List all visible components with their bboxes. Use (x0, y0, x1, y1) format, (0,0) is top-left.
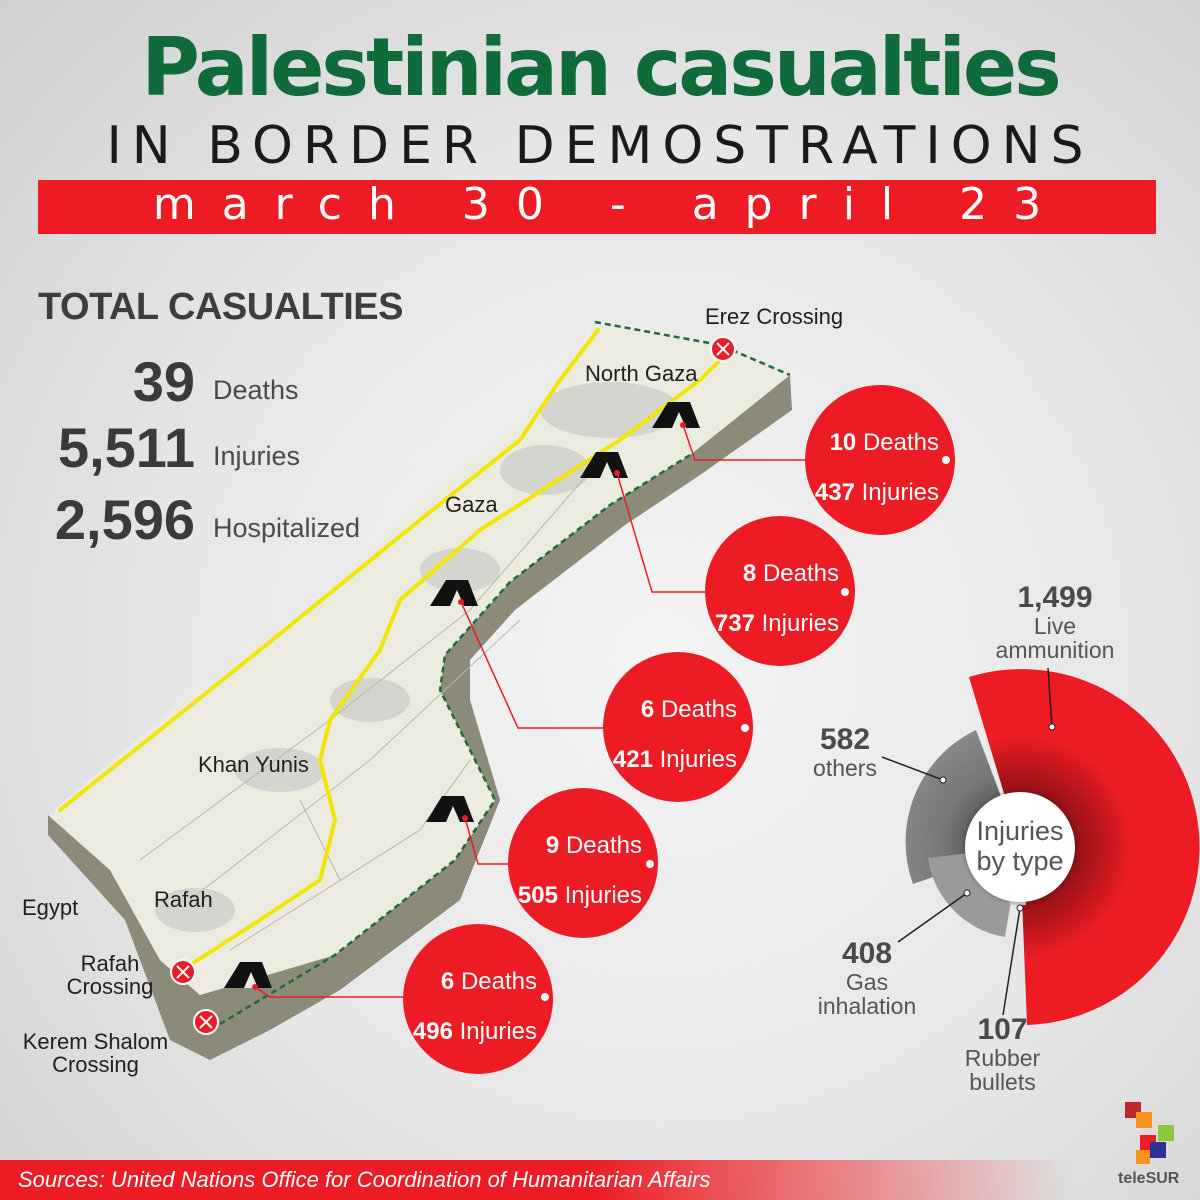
site-injuries: 505 Injuries (517, 882, 642, 909)
telesur-brand: teleSUR (1118, 1170, 1180, 1187)
stat-deaths: 39 Deaths (0, 346, 360, 410)
stat-deaths-value: 39 (132, 350, 195, 413)
site-badge-north-gaza: 10 Deaths 437 Injuries (805, 385, 955, 535)
stat-deaths-label: Deaths (213, 375, 299, 405)
main-title: Palestinian casualties (141, 21, 1062, 114)
site-injuries: 421 Injuries (612, 746, 737, 773)
site-injuries: 737 Injuries (714, 610, 839, 637)
tent-icon (224, 962, 272, 988)
site-deaths: 9 Deaths (545, 832, 642, 859)
label-rafah-crossing: Rafah Crossing (66, 951, 154, 1000)
label-north-gaza: North Gaza (585, 361, 698, 386)
site-badge-gaza: 8 Deaths 737 Injuries (705, 516, 855, 666)
stat-injuries-value: 5,511 (57, 416, 195, 479)
label-gaza: Gaza (445, 492, 498, 517)
site-deaths: 8 Deaths (742, 560, 839, 587)
stat-hospitalized: 2,596 Hospitalized (0, 484, 360, 548)
source-footer: Sources: United Nations Office for Coord… (0, 1160, 1070, 1200)
leader-dots (252, 422, 686, 990)
stat-hospitalized-value: 2,596 (54, 488, 195, 551)
stat-injuries-label: Injuries (213, 441, 301, 471)
site-deaths: 10 Deaths (829, 429, 939, 456)
date-range-banner: march 30 - april 23 (38, 180, 1156, 234)
map-extrusion (48, 375, 792, 1060)
site-injuries: 437 Injuries (814, 479, 939, 506)
label-live-ammunition: 1,499 Live ammunition (995, 581, 1115, 663)
label-khan-yunis: Khan Yunis (198, 752, 309, 777)
stat-hospitalized-label: Hospitalized (213, 513, 361, 543)
label-erez-crossing: Erez Crossing (705, 304, 844, 329)
stat-injuries: 5,511 Injuries (0, 412, 360, 476)
rafah-crossing-icon (170, 959, 196, 985)
urban-areas (155, 382, 680, 932)
telesur-logo-icon (1125, 1102, 1174, 1164)
minor-roads (139, 459, 601, 951)
label-kerem-shalom-crossing: Kerem Shalom Crossing (22, 1029, 169, 1078)
site-injuries: 496 Injuries (412, 1018, 537, 1045)
donut-leaders (881, 667, 1053, 1016)
main-roads (58, 328, 722, 967)
label-rubber-bullets: 107 Rubber bullets (964, 1013, 1041, 1095)
donut-leader-dots (939, 723, 1056, 912)
site-deaths: 6 Deaths (640, 696, 737, 723)
label-egypt: Egypt (22, 895, 79, 920)
donut-center-label: Injuries by type (965, 792, 1075, 902)
site-badge-rafah: 6 Deaths 496 Injuries (403, 924, 553, 1074)
total-casualties-heading: TOTAL CASUALTIES (38, 286, 403, 328)
site-badge-middle: 6 Deaths 421 Injuries (603, 652, 753, 802)
label-others: 582 others (813, 723, 877, 781)
border-line (209, 320, 791, 1032)
map-surface (48, 322, 790, 995)
site-deaths: 6 Deaths (440, 968, 537, 995)
label-gas-inhalation: 408 Gas inhalation (817, 937, 917, 1019)
label-rafah: Rafah (154, 887, 213, 912)
segment-live-ammunition (969, 669, 1200, 1025)
erez-crossing-icon (710, 336, 736, 362)
sub-title: IN BORDER DEMOSTRATIONS (106, 116, 1094, 176)
tent-icon (426, 796, 474, 822)
kerem-shalom-crossing-icon (193, 1009, 219, 1035)
site-badge-khan-yunis: 9 Deaths 505 Injuries (508, 788, 658, 938)
